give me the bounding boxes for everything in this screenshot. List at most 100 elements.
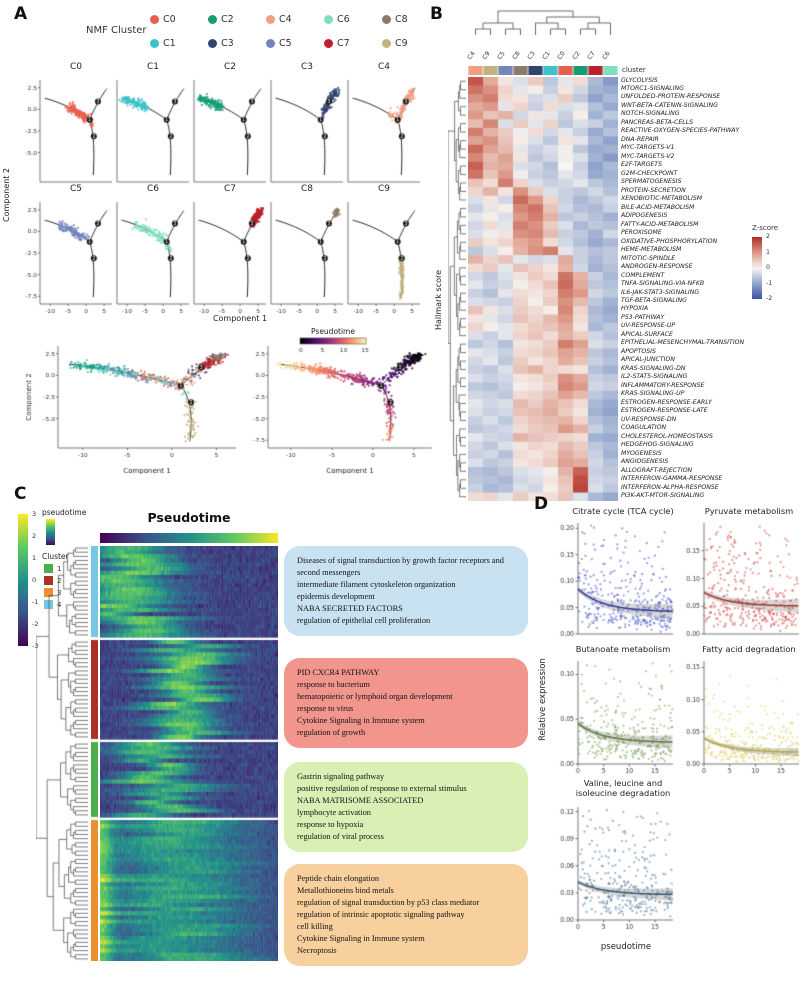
trajectory-title: C0 (69, 62, 82, 72)
hallmark-row-label: TGF-BETA-SIGNALING (621, 296, 687, 304)
annotation-line: Necroptosis (297, 946, 337, 956)
cluster-annotation-strip (468, 66, 618, 75)
annotation-line: Diseases of signal transduction by growt… (297, 556, 504, 578)
zscore-tick: 2 (766, 233, 771, 240)
annotation-line: lymphocyte activation (297, 808, 371, 818)
row-dendrogram (448, 77, 466, 501)
hallmark-row-label: UNFOLDED-PROTEIN-RESPONSE (621, 93, 721, 101)
trajectory-plot-c9 (330, 198, 424, 316)
nmf-legend-title: NMF Cluster (86, 25, 147, 36)
scatter-citrate-cycle (552, 518, 678, 640)
annotation-line: NABA MATRISOME ASSOCIATED (297, 796, 424, 806)
legend-item-c5: C5 (266, 38, 292, 49)
cluster-label: C1 (163, 38, 176, 49)
cluster-label: C4 (279, 14, 292, 25)
trajectory-title: C6 (146, 184, 159, 194)
annotation-line: Cytokine Signaling in Immune system (297, 716, 425, 726)
hallmark-row-label: XENOBIOTIC-METABOLISM (621, 195, 703, 203)
scatter-fatty-acid (678, 656, 803, 778)
annotation-line: NABA SECRETED FACTORS (297, 604, 403, 614)
colorbar-tick: -2 (32, 620, 38, 628)
hallmark-row-label: MYC-TARGETS-V2 (621, 152, 675, 160)
annotation-line: epidermis development (297, 592, 375, 602)
annotation-line: regulation of growth (297, 728, 366, 738)
cluster-color-dot (150, 15, 159, 24)
annotation-line: Cytokine Signaling in Immune system (297, 934, 425, 944)
trajectory-plot-c4 (330, 76, 424, 194)
annotation-line: Gastrin signaling pathway (297, 772, 385, 781)
metabolism-plot-title: Citrate cycle (TCA cycle) (572, 506, 674, 516)
heatmap-column-label: C8 (511, 50, 522, 61)
colorbar-tick: -3 (32, 642, 38, 650)
cluster-color-dot (266, 15, 275, 24)
hallmark-row-label: MTORC1-SIGNALING (621, 84, 684, 92)
heatmap-column-label: C1 (541, 50, 552, 61)
column-dendrogram (468, 4, 618, 37)
hallmark-row-label: E2F-TARGETS (621, 161, 663, 169)
cluster-label: C9 (395, 38, 408, 49)
annotation-line: intermediate filament cytoskeleton organ… (297, 580, 456, 590)
trajectory-title: C4 (377, 62, 390, 72)
legend-item-c9: C9 (382, 38, 408, 49)
cluster-annotation-label: cluster (622, 66, 646, 74)
pseudotime-x-axis-label: pseudotime (600, 942, 652, 952)
trajectory-title: C2 (223, 62, 236, 72)
hallmark-row-label: G2M-CHECKPOINT (621, 169, 678, 177)
cluster-label: C3 (221, 38, 234, 49)
legend-item-c3: C3 (208, 38, 234, 49)
hallmark-row-label: PANCREAS-BETA-CELLS (621, 118, 694, 126)
trajectory-title: C5 (69, 184, 82, 194)
colorbar-tick: 3 (32, 510, 37, 518)
hallmark-row-label: APOPTOSIS (621, 347, 656, 355)
hallmark-heatmap (468, 77, 618, 501)
hallmark-row-label: COMPLEMENT (621, 271, 665, 279)
hallmark-row-label: OXIDATIVE-PHOSPHORYLATION (621, 237, 718, 245)
hallmark-row-label: PI3K-AKT-MTOR-SIGNALING (621, 492, 705, 500)
heatmap-column-label: C3 (526, 50, 537, 61)
annotation-line: PID CXCR4 PATHWAY (297, 668, 380, 677)
heatmap-column-label: C9 (481, 50, 492, 61)
cluster-label: C8 (395, 14, 408, 25)
expression-colorbar (18, 514, 28, 646)
zscore-colorbar (752, 237, 762, 299)
pseudotime-legend-title: Pseudotime (311, 327, 355, 336)
hallmark-row-label: UV-RESPONSE-UP (621, 322, 676, 330)
colorbar-tick: 2 (32, 532, 37, 540)
zscore-ticks: 2 1 0 -1 -2 (752, 224, 800, 314)
hallmark-row-label: IL2-STAT5-SIGNALING (621, 373, 688, 381)
hallmark-row-label: INTERFERON-ALPHA-RESPONSE (621, 483, 719, 491)
nmf-legend-items: C0 C1 C2 C3 C4 C5 C6 C7 C8 C9 (86, 12, 426, 60)
pseudotime-legend-label: pseudotime (42, 508, 87, 517)
heatmap-column-label: C2 (571, 50, 582, 61)
legend-item-c6: C6 (324, 14, 350, 25)
hallmark-row-label: UV-RESPONSE-DN (621, 415, 677, 423)
zscore-tick: -1 (766, 279, 773, 287)
cluster-label: C2 (221, 14, 234, 25)
hallmark-row-label: HEME-METABOLISM (621, 246, 682, 254)
heatmap-column-label: C6 (601, 50, 612, 61)
metabolism-plot-title: Pyruvate metabolism (704, 506, 794, 516)
hallmark-row-label: SPERMATOGENESIS (621, 178, 682, 186)
hallmark-row-label: HEDGEHOG-SIGNALING (621, 441, 694, 449)
cluster-color-dot (266, 39, 275, 48)
hallmark-row-label: CHOLESTEROL-HOMEOSTASIS (621, 432, 713, 440)
zscore-tick: 1 (766, 248, 771, 256)
pseudotime-expression-heatmap (100, 546, 278, 961)
zscore-tick: 0 (766, 264, 771, 271)
annotation-line: cell killing (297, 922, 333, 932)
heatmap-column-label: C7 (586, 50, 597, 61)
hallmark-row-label: P53-PATHWAY (621, 313, 665, 321)
gene-row-dendrogram (36, 546, 88, 961)
annotation-line: response to bacterium (297, 680, 370, 690)
trajectory-title: C8 (300, 184, 313, 194)
cluster-color-dot (208, 15, 217, 24)
panel-a-label: A (14, 4, 28, 24)
cluster-label: C0 (163, 14, 176, 25)
hallmark-row-label: ADIPOGENESIS (621, 212, 668, 220)
trajectory-title: C7 (223, 184, 236, 194)
hallmark-row-label: PEROXISOME (621, 229, 662, 237)
pseudotime-annotation-bar (100, 533, 278, 543)
trajectory-title: C3 (300, 62, 313, 72)
hallmark-row-label: APICAL-JUNCTION (621, 356, 675, 364)
annotation-line: regulation of epithelial cell proliferat… (297, 616, 431, 626)
